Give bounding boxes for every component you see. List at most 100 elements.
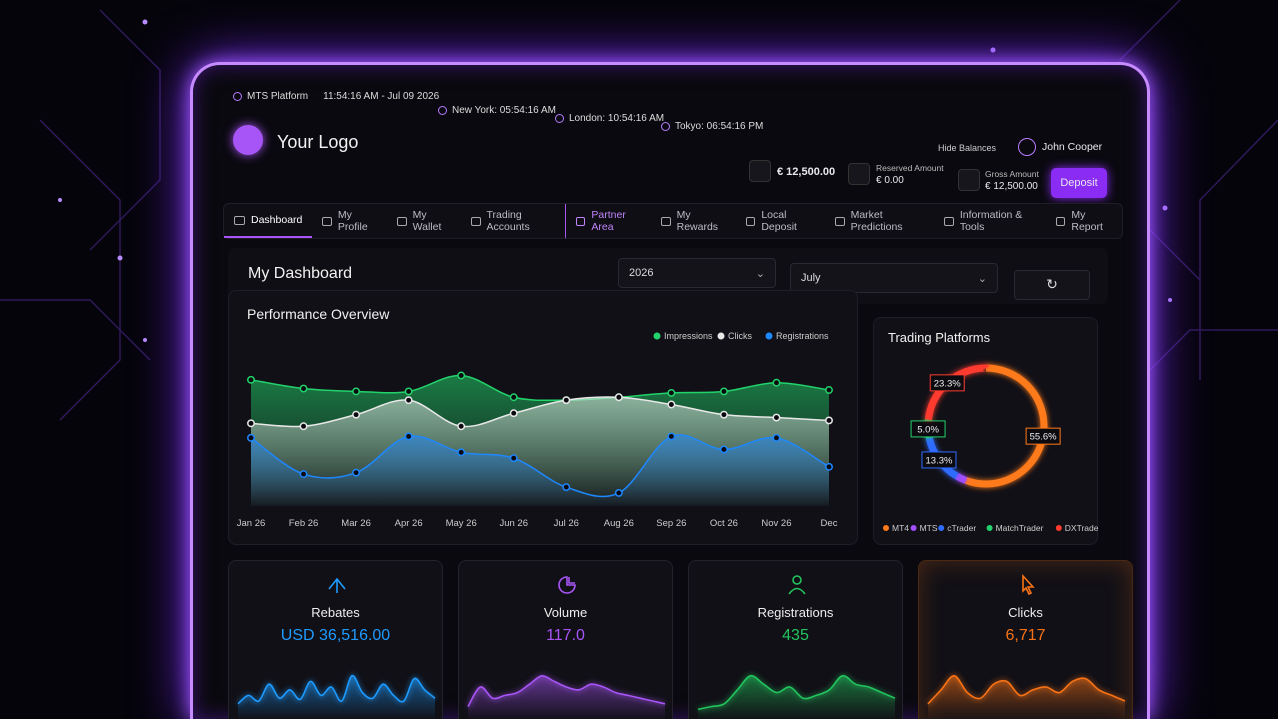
label-box (921, 451, 957, 469)
sparkline (697, 674, 896, 719)
stat-card: Registrations 435 (688, 560, 903, 719)
nav-icon (944, 216, 954, 226)
card-icon (558, 576, 576, 594)
user-menu[interactable]: John Cooper (1018, 138, 1102, 156)
legend-dot (986, 525, 993, 531)
data-point (614, 393, 623, 402)
datetime: 11:54:16 AM - Jul 09 2026 (323, 91, 440, 102)
data-point (299, 470, 308, 479)
nav-label: Local Deposit (761, 209, 797, 233)
data-label: 23.3% (934, 378, 961, 389)
legend-label: Impressions (664, 331, 713, 341)
sparkline-line (697, 674, 896, 711)
nav-item[interactable]: Dashboard (224, 204, 313, 238)
platform-name: MTS Platform (247, 91, 309, 102)
stat-card: Clicks 6,717 (918, 560, 1133, 719)
data-point (719, 410, 728, 419)
clock-text: New York: 05:54:16 AM (452, 105, 556, 116)
hide-balances[interactable]: Hide Balances (938, 143, 997, 153)
sparkline (237, 675, 436, 719)
data-point (667, 388, 676, 397)
card-icon (328, 577, 346, 593)
data-point (457, 422, 466, 431)
data-point (667, 400, 676, 409)
nav-item[interactable]: My Profile (312, 204, 387, 238)
gross-label: Gross Amount (985, 169, 1039, 179)
month-select[interactable]: July ⌄ (790, 263, 998, 293)
nav-item[interactable]: My Report (1046, 204, 1122, 238)
label-box (910, 420, 946, 438)
year-select[interactable]: 2026 ⌄ (618, 258, 776, 288)
dashboard-title: My Dashboard (248, 265, 353, 282)
clock-text: London: 10:54:16 AM (569, 113, 665, 124)
nav-item[interactable]: Information & Tools (934, 204, 1046, 238)
stat-card: Volume 117.0 (458, 560, 673, 719)
x-tick-label: Jun 26 (499, 518, 528, 529)
x-tick-label: Jan 26 (237, 518, 266, 529)
dashboard-frame: MTS Platform 11:54:16 AM - Jul 09 2026 Ne… (190, 62, 1150, 719)
nav-label: My Rewards (676, 209, 719, 233)
legend-dot (765, 332, 773, 340)
reserved-icon (848, 163, 870, 185)
legend-label: MatchTrader (996, 523, 1044, 533)
nav-label: Information & Tools (959, 209, 1023, 233)
legend-label: DXTrade (1065, 523, 1099, 533)
x-tick-label: Jul 26 (554, 518, 579, 529)
data-label: 13.3% (926, 455, 953, 466)
nav-label: Trading Accounts (486, 209, 530, 233)
nav-item[interactable]: Partner Area (564, 204, 651, 238)
sparkline-line (467, 674, 666, 708)
month-text: July (801, 272, 821, 284)
data-point (772, 433, 781, 442)
data-point (825, 462, 833, 471)
x-tick-label: Sep 26 (656, 518, 686, 529)
legend-dot (717, 332, 725, 340)
nav-label: My Wallet (412, 209, 442, 233)
nav-item[interactable]: Market Predictions (825, 204, 934, 238)
data-point (562, 396, 571, 405)
nav-label: My Profile (337, 209, 368, 233)
platform: MTS Platform 11:54:16 AM - Jul 09 2026 (233, 91, 439, 102)
caret: ⌄ (755, 268, 765, 280)
clock-text: Tokyo: 06:54:16 PM (675, 121, 764, 132)
nav-item[interactable]: Local Deposit (736, 204, 825, 238)
x-tick-label: Mar 26 (341, 518, 371, 529)
nav-icon (470, 216, 481, 226)
data-point (247, 419, 255, 428)
x-tick-label: Aug 26 (604, 518, 634, 529)
data-point (562, 483, 571, 492)
clock: London: 10:54:16 AM (555, 113, 664, 124)
card-value: USD 36,516.00 (280, 627, 391, 644)
refresh-button[interactable]: ↻ (1014, 270, 1090, 300)
nav-icon (661, 216, 671, 226)
nav-icon (397, 216, 407, 226)
icon-shape (558, 576, 576, 594)
label-box (929, 374, 965, 392)
nav-label: My Report (1071, 209, 1103, 233)
deposit-button[interactable]: Deposit (1051, 168, 1107, 198)
nav-item[interactable]: My Wallet (387, 204, 461, 238)
legend-label: MT4 (892, 523, 909, 533)
data-point (509, 393, 518, 402)
legend-label: Registrations (776, 331, 829, 341)
legend-dot (883, 525, 889, 531)
sparkline-area (468, 675, 665, 719)
data-point (247, 375, 255, 384)
data-point (299, 422, 308, 431)
data-point (404, 387, 413, 396)
card-value: 117.0 (546, 627, 585, 644)
series-area (251, 434, 829, 506)
user-icon (1018, 138, 1036, 156)
sparkline-area (928, 675, 1125, 719)
x-tick-label: Nov 26 (761, 518, 791, 529)
nav-icon (834, 216, 845, 226)
legend-dot (653, 332, 661, 340)
legend-label: Clicks (728, 331, 752, 341)
nav-label: Partner Area (591, 209, 626, 233)
nav-item[interactable]: Trading Accounts (461, 204, 565, 238)
nav-item[interactable]: My Rewards (651, 204, 736, 238)
card-title: Rebates (311, 605, 360, 620)
data-point (772, 413, 781, 422)
